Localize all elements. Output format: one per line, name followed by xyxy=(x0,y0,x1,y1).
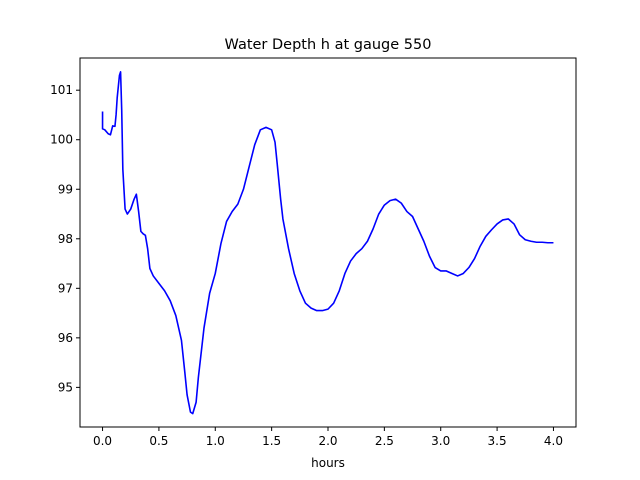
y-tick-label: 100 xyxy=(50,133,73,147)
y-tick-label: 101 xyxy=(50,83,73,97)
x-tick-label: 4.0 xyxy=(544,434,563,448)
y-tick-label: 97 xyxy=(58,281,73,295)
x-tick-label: 3.0 xyxy=(431,434,450,448)
x-tick-label: 1.5 xyxy=(262,434,281,448)
x-tick-label: 2.5 xyxy=(375,434,394,448)
x-tick-label: 3.5 xyxy=(488,434,507,448)
y-tick-label: 96 xyxy=(58,331,73,345)
x-tick-label: 2.0 xyxy=(318,434,337,448)
x-tick-label: 0.0 xyxy=(93,434,112,448)
x-tick-label: 1.0 xyxy=(206,434,225,448)
x-tick-label: 0.5 xyxy=(149,434,168,448)
chart-title: Water Depth h at gauge 550 xyxy=(225,37,432,53)
plot-area-frame xyxy=(79,57,577,428)
x-axis-label: hours xyxy=(311,456,345,470)
y-tick-label: 95 xyxy=(58,380,73,394)
series-line-0 xyxy=(101,71,554,415)
y-tick-label: 99 xyxy=(58,182,73,196)
y-tick-label: 98 xyxy=(58,232,73,246)
